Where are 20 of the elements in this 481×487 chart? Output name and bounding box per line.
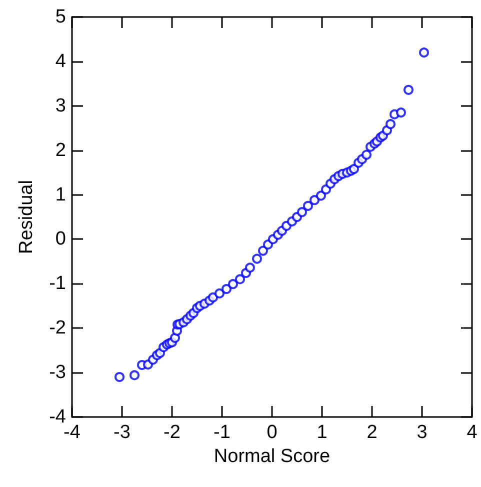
y-tick-label: 4 (55, 50, 66, 72)
y-axis-title: Residual (16, 180, 37, 254)
x-tick-label: -2 (164, 422, 180, 443)
y-tick-label: -4 (49, 406, 66, 428)
y-tick-label: 5 (55, 6, 66, 28)
x-axis-title: Normal Score (214, 446, 330, 467)
x-tick-label: -1 (214, 422, 230, 443)
x-tick-label: 0 (266, 422, 278, 443)
y-tick-label: -2 (49, 318, 66, 339)
x-tick-label: 2 (366, 422, 378, 443)
y-tick-label: 1 (55, 184, 66, 206)
x-tick-label: 1 (316, 422, 328, 443)
y-tick-label: 2 (55, 140, 66, 161)
y-tick-label: -1 (49, 273, 66, 294)
x-tick-label: 4 (466, 422, 478, 443)
x-tick-label: 3 (416, 422, 428, 443)
y-tick-label: 0 (55, 228, 66, 250)
y-tick-label: 3 (55, 95, 66, 116)
y-tick-label: -3 (49, 362, 66, 384)
x-tick-label: -3 (114, 422, 130, 443)
